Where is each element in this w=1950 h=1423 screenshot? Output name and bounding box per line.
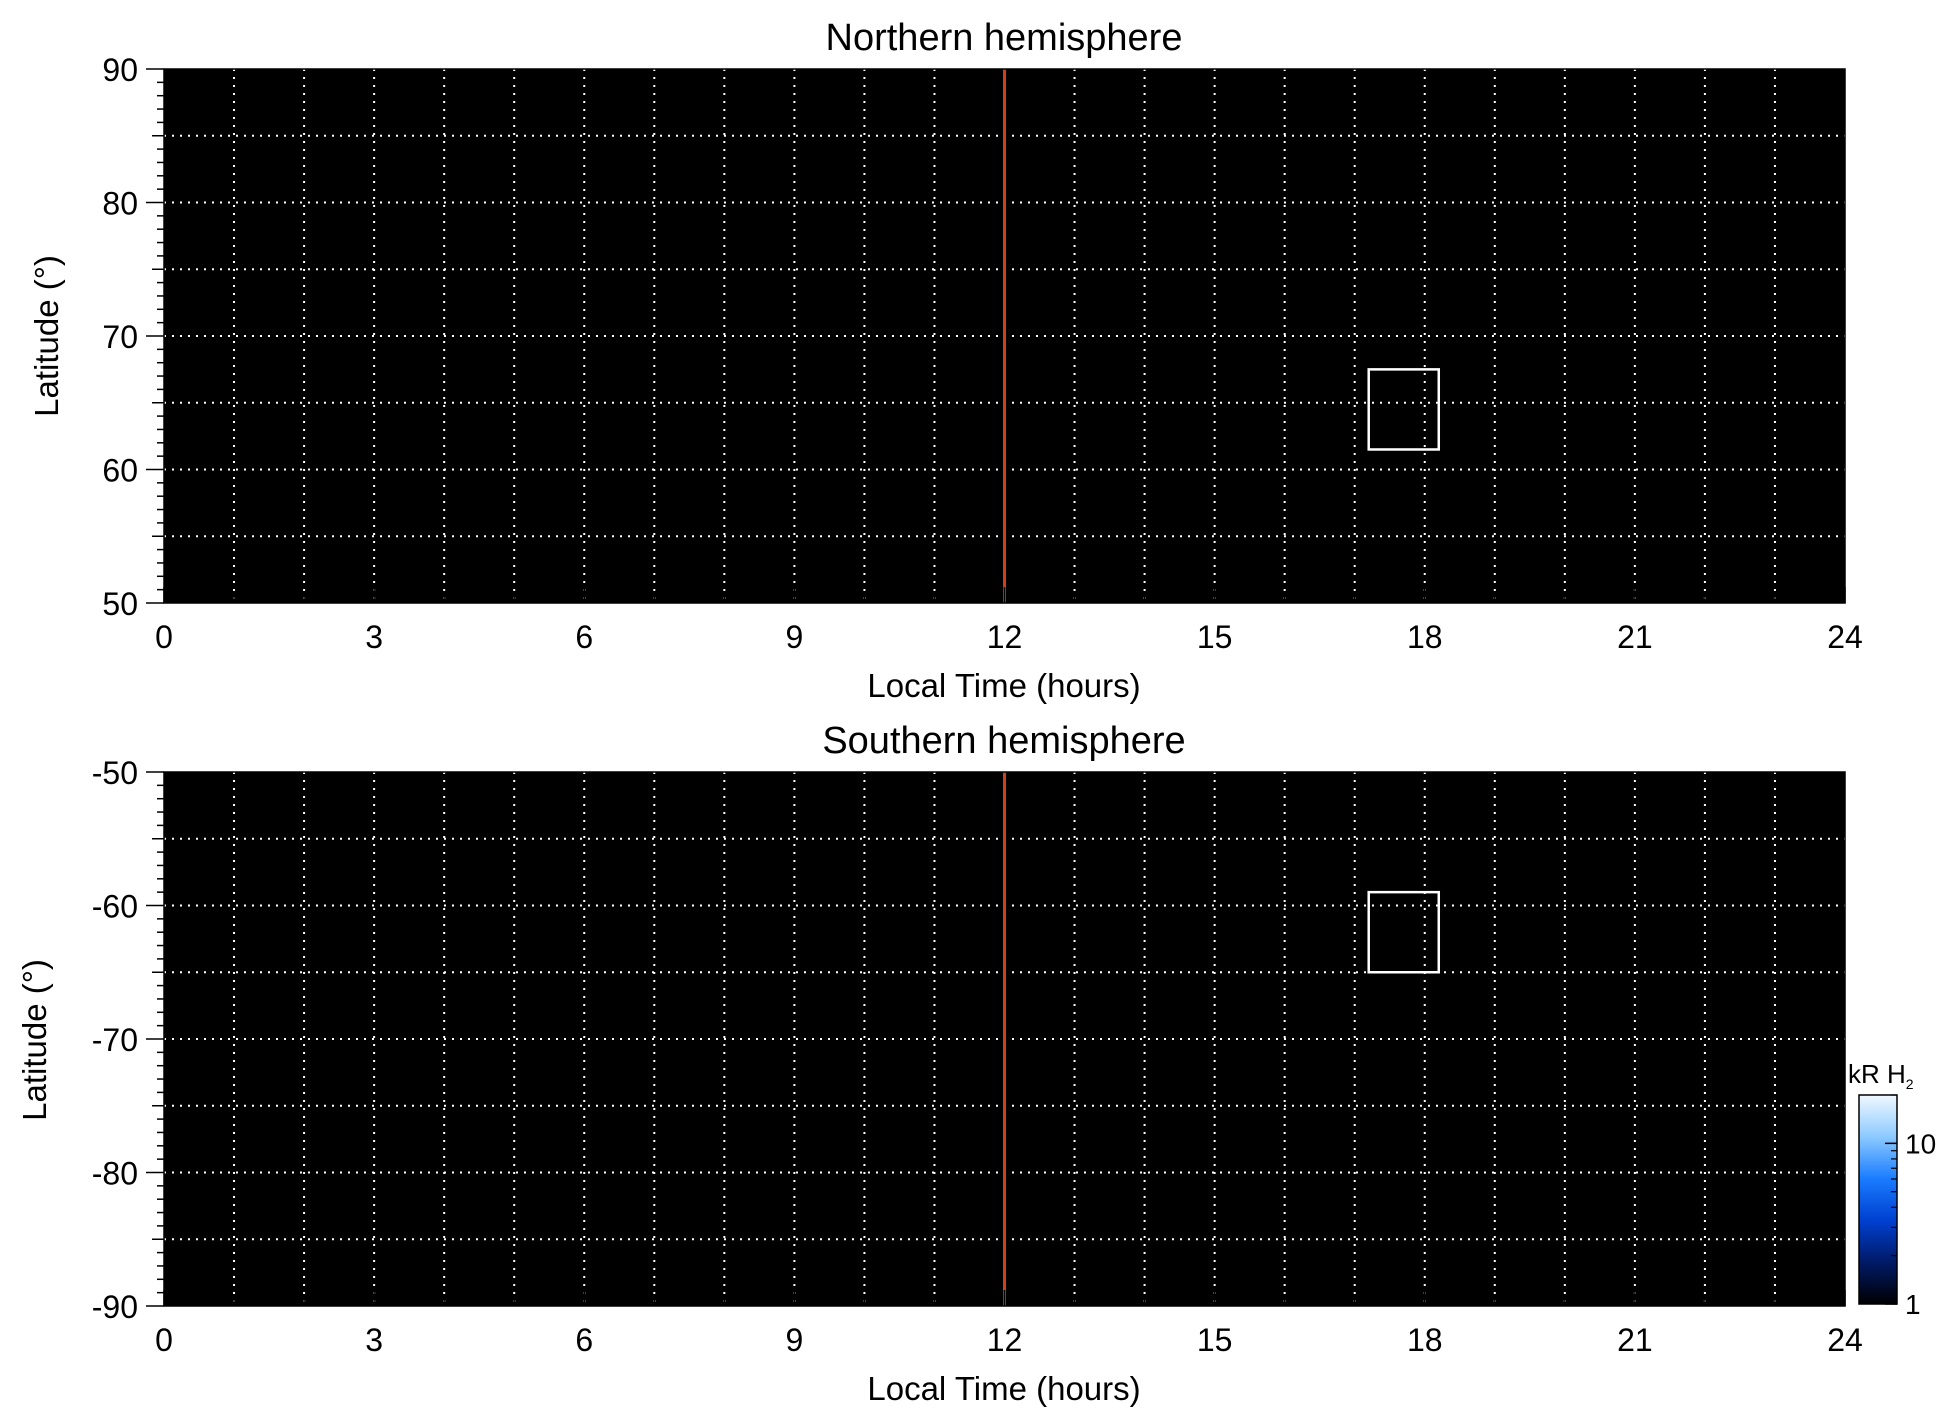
y-tick-label: 60 <box>102 453 138 489</box>
northern-panel-title: Northern hemisphere <box>826 17 1183 59</box>
colorbar: kR H2 10 1 <box>1848 1059 1936 1320</box>
x-tick-label: 12 <box>987 1322 1023 1358</box>
colorbar-gradient <box>1858 1094 1898 1305</box>
x-tick-label: 15 <box>1197 1322 1233 1358</box>
y-tick-label: 70 <box>102 319 138 355</box>
northern-ticks: 0 3 6 9 12 15 18 21 24 50 60 70 80 90 <box>102 52 1862 655</box>
x-tick-label: 15 <box>1197 619 1233 655</box>
southern-xlabel: Local Time (hours) <box>867 1370 1140 1407</box>
colorbar-tick-label: 10 <box>1905 1128 1936 1159</box>
y-tick-label: 90 <box>102 52 138 88</box>
y-tick-label: -50 <box>92 755 138 791</box>
x-tick-label: 3 <box>365 1322 383 1358</box>
x-tick-label: 18 <box>1407 1322 1443 1358</box>
y-tick-label: 50 <box>102 586 138 622</box>
x-tick-label: 0 <box>155 619 173 655</box>
southern-panel-title: Southern hemisphere <box>822 720 1185 762</box>
southern-ticks: 0 3 6 9 12 15 18 21 24 -50 -60 -70 -80 -90 <box>92 755 1863 1358</box>
colorbar-ticks: 10 1 <box>1885 1094 1936 1320</box>
y-tick-label: 80 <box>102 186 138 222</box>
x-tick-label: 6 <box>575 619 593 655</box>
southern-hemisphere-panel: Southern hemisphere 0 3 6 9 12 15 18 21 24 -50 -60… <box>16 720 1863 1407</box>
y-tick-label: -90 <box>92 1289 138 1325</box>
x-tick-label: 0 <box>155 1322 173 1358</box>
x-tick-label: 24 <box>1827 1322 1863 1358</box>
northern-hemisphere-panel: Northern hemisphere 0 3 6 9 12 15 18 21 24 50 60 70… <box>28 17 1863 704</box>
colorbar-tick-label: 1 <box>1905 1289 1921 1320</box>
northern-ylabel: Latitude (°) <box>28 255 65 417</box>
southern-ylabel: Latitude (°) <box>16 959 53 1121</box>
x-tick-label: 18 <box>1407 619 1443 655</box>
x-tick-label: 21 <box>1617 619 1653 655</box>
y-tick-label: -70 <box>92 1022 138 1058</box>
southern-highlight-box <box>1367 890 1441 974</box>
x-tick-label: 9 <box>785 1322 803 1358</box>
colorbar-label: kR H2 <box>1848 1059 1914 1092</box>
northern-highlight-box <box>1367 368 1441 451</box>
x-tick-label: 24 <box>1827 619 1863 655</box>
x-tick-label: 6 <box>575 1322 593 1358</box>
x-tick-label: 21 <box>1617 1322 1653 1358</box>
northern-xlabel: Local Time (hours) <box>867 667 1140 704</box>
x-tick-label: 3 <box>365 619 383 655</box>
x-tick-label: 12 <box>987 619 1023 655</box>
x-tick-label: 9 <box>785 619 803 655</box>
y-tick-label: -80 <box>92 1156 138 1192</box>
y-tick-label: -60 <box>92 889 138 925</box>
